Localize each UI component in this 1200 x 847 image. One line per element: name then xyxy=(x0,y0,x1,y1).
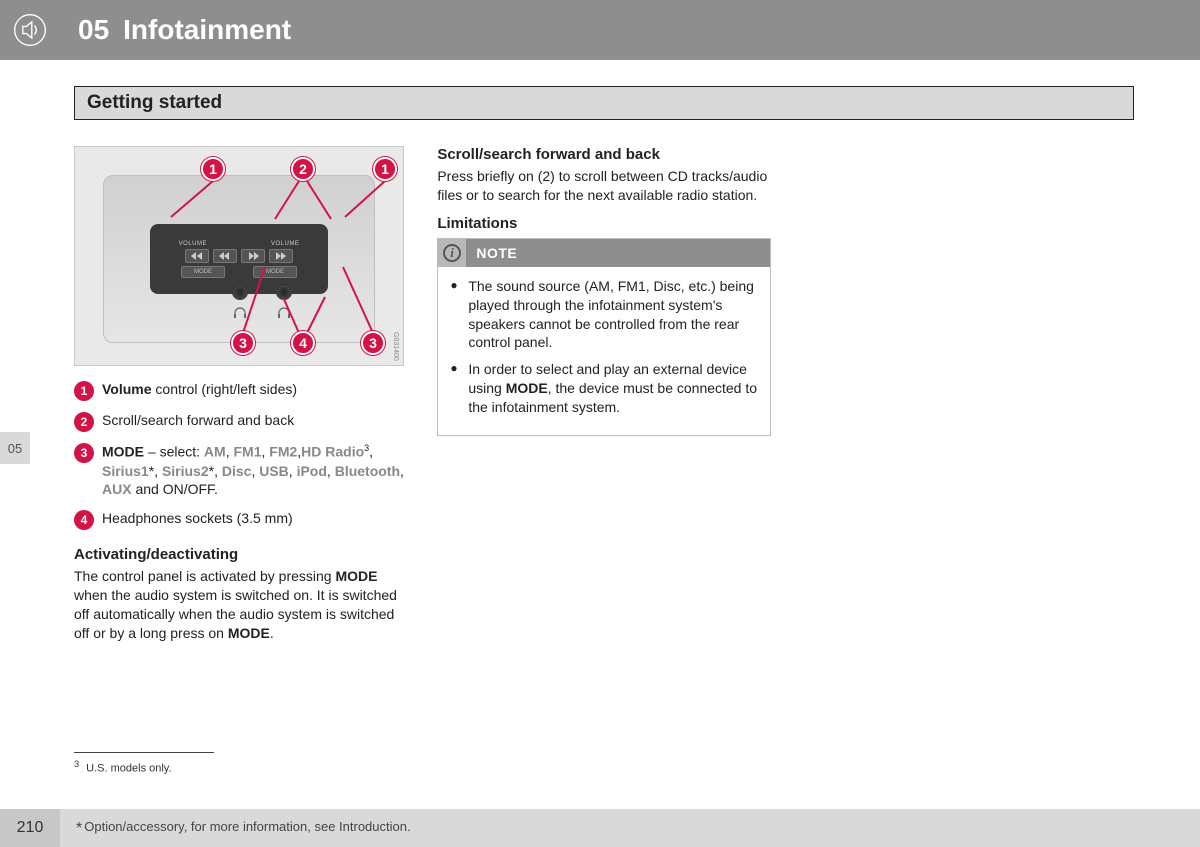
legend-item: 4 Headphones sockets (3.5 mm) xyxy=(74,509,407,530)
callout-3: 3 xyxy=(231,331,255,355)
page-footer: 210 *Option/accessory, for more informat… xyxy=(0,809,1200,847)
chapter-title: Infotainment xyxy=(123,14,291,46)
speaker-icon xyxy=(0,0,60,60)
scroll-heading: Scroll/search forward and back xyxy=(437,146,770,163)
footnote-rule xyxy=(74,752,214,753)
limitations-heading: Limitations xyxy=(437,215,770,232)
legend-number: 3 xyxy=(74,443,94,463)
note-box: i NOTE The sound source (AM, FM1, Disc, … xyxy=(437,238,770,436)
legend-text: Scroll/search forward and back xyxy=(102,411,294,430)
legend-item: 2 Scroll/search forward and back xyxy=(74,411,407,432)
chapter-number: 05 xyxy=(78,14,109,46)
legend-number: 2 xyxy=(74,412,94,432)
figure-legend: 1 Volume control (right/left sides) 2 Sc… xyxy=(74,380,407,530)
scroll-body: Press briefly on (2) to scroll between C… xyxy=(437,167,770,205)
footer-note: *Option/accessory, for more information,… xyxy=(76,819,411,838)
footnote: 3 U.S. models only. xyxy=(74,759,172,775)
legend-text: Volume control (right/left sides) xyxy=(102,380,297,399)
callout-3: 3 xyxy=(361,331,385,355)
callout-4: 4 xyxy=(291,331,315,355)
chapter-header: 05 Infotainment xyxy=(0,0,1200,60)
legend-text: Headphones sockets (3.5 mm) xyxy=(102,509,293,528)
control-panel-figure: VOLUME VOLUME MODE MODE xyxy=(74,146,404,366)
activating-heading: Activating/deactivating xyxy=(74,546,407,563)
note-item: The sound source (AM, FM1, Disc, etc.) b… xyxy=(446,277,757,353)
legend-item: 3 MODE – select: AM, FM1, FM2,HD Radio3,… xyxy=(74,442,407,499)
footnote-text: U.S. models only. xyxy=(86,763,171,775)
page-number: 210 xyxy=(0,809,60,847)
info-icon: i xyxy=(438,239,466,267)
footnote-marker: 3 xyxy=(74,759,79,769)
activating-body: The control panel is activated by pressi… xyxy=(74,567,407,643)
legend-number: 1 xyxy=(74,381,94,401)
callout-2: 2 xyxy=(291,157,315,181)
note-label: NOTE xyxy=(476,245,517,261)
legend-text: MODE – select: AM, FM1, FM2,HD Radio3, S… xyxy=(102,442,407,499)
legend-item: 1 Volume control (right/left sides) xyxy=(74,380,407,401)
legend-number: 4 xyxy=(74,510,94,530)
note-item: In order to select and play an external … xyxy=(446,360,757,417)
section-title: Getting started xyxy=(74,86,1134,120)
callout-1: 1 xyxy=(373,157,397,181)
side-tab: 05 xyxy=(0,432,30,464)
callout-1: 1 xyxy=(201,157,225,181)
